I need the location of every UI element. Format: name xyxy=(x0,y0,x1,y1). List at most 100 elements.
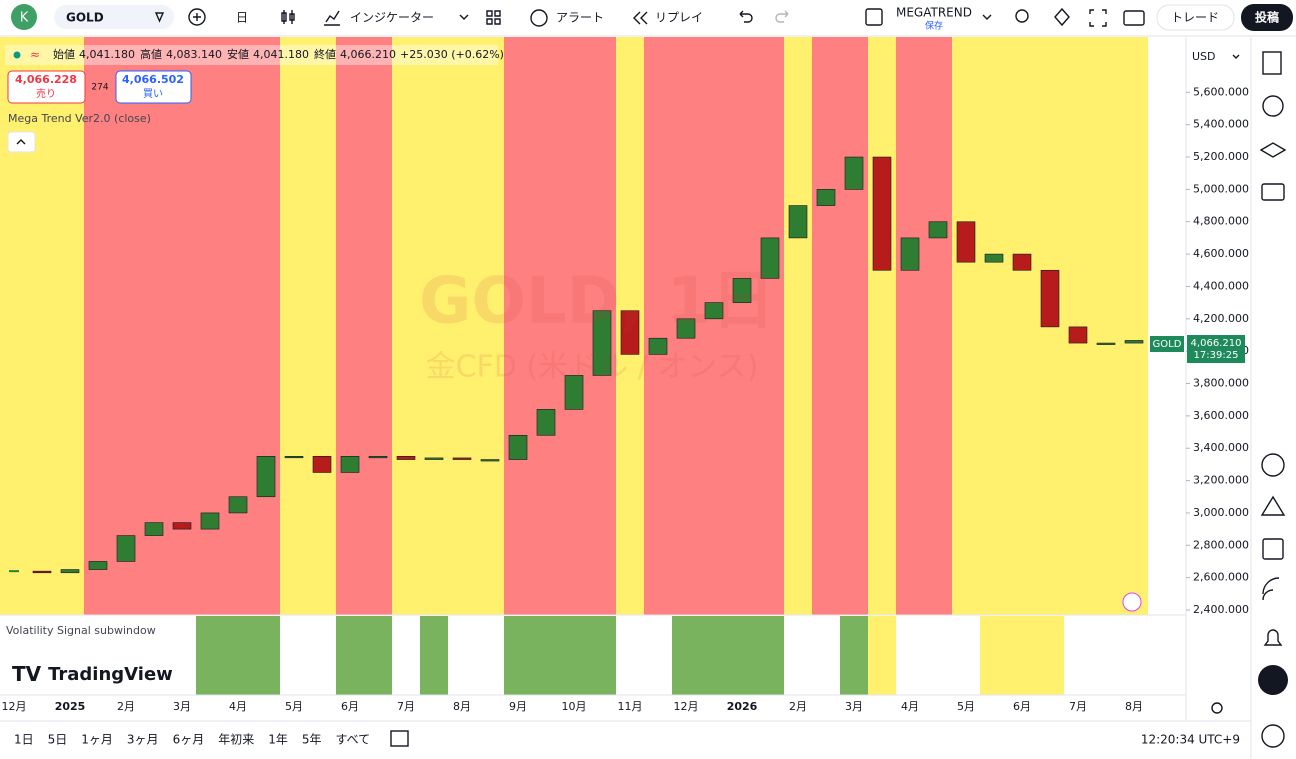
x-tick-label: 4月 xyxy=(901,700,919,713)
quick-search[interactable] xyxy=(1015,9,1029,23)
candle xyxy=(816,189,836,206)
volatility-signal xyxy=(840,616,868,695)
sell-button[interactable] xyxy=(7,70,86,104)
y-tick-label: 5,200.000 xyxy=(1193,150,1249,163)
candle xyxy=(1124,340,1144,344)
price-tag-time: 17:39:25 xyxy=(1194,350,1239,361)
redo[interactable] xyxy=(775,10,789,23)
news[interactable] xyxy=(1262,577,1280,601)
y-tick-label: 3,400.000 xyxy=(1193,441,1249,454)
interval[interactable]: 日 xyxy=(236,11,248,25)
candle xyxy=(116,535,136,562)
add-symbol[interactable] xyxy=(188,8,206,26)
candle xyxy=(508,434,528,460)
brand: 𝗧𝗩 TradingView xyxy=(12,662,173,686)
price-tag-value: 4,066.210 xyxy=(1191,338,1242,349)
signal-band xyxy=(140,37,168,615)
y-tick-label: 2,800.000 xyxy=(1193,538,1249,551)
signal-band xyxy=(504,37,532,615)
close-label: 終値 xyxy=(314,47,336,61)
x-tick-label: 6月 xyxy=(1013,700,1031,713)
alert[interactable]: アラート xyxy=(556,11,604,25)
x-tick-label: 12月 xyxy=(2,700,27,713)
trade-button[interactable] xyxy=(1156,4,1235,31)
signal-band xyxy=(532,37,560,615)
replay[interactable]: リプレイ xyxy=(655,11,703,25)
candle xyxy=(564,375,584,410)
snapshot[interactable] xyxy=(1123,10,1145,26)
signal-band xyxy=(308,37,336,615)
collapse-legend[interactable] xyxy=(7,131,36,153)
candle xyxy=(368,456,388,459)
avatar[interactable] xyxy=(11,4,37,30)
candle xyxy=(956,221,976,263)
currency[interactable]: USD xyxy=(1192,50,1216,63)
signal-band xyxy=(840,37,868,615)
low: 4,041.180 xyxy=(253,48,309,61)
y-tick-label: 4,400.000 xyxy=(1193,279,1249,292)
range-button[interactable]: すべて xyxy=(336,733,371,747)
undo[interactable] xyxy=(739,10,753,23)
more-menu[interactable] xyxy=(1258,665,1288,695)
object-tree[interactable] xyxy=(1259,142,1287,158)
x-tick-label: 5月 xyxy=(957,700,975,713)
buy-button[interactable] xyxy=(115,70,192,104)
signal-band xyxy=(112,37,140,615)
signal-band xyxy=(756,37,784,615)
screener[interactable] xyxy=(1261,453,1285,477)
signal-band xyxy=(168,37,196,615)
candle xyxy=(732,278,752,303)
range-button[interactable]: 1年 xyxy=(268,733,288,747)
alerts-panel[interactable] xyxy=(1262,95,1284,117)
templates[interactable] xyxy=(486,10,501,25)
candle xyxy=(200,512,220,530)
signal-band xyxy=(280,37,308,615)
y-tick-label: 5,400.000 xyxy=(1193,118,1249,131)
alert-bolt[interactable] xyxy=(1122,592,1142,612)
subwindow-name: Volatility Signal subwindow xyxy=(6,624,156,637)
indicators-icon xyxy=(324,10,340,26)
calendar[interactable] xyxy=(1262,538,1284,560)
signal-band xyxy=(700,37,728,615)
buy-price: 4,066.502 xyxy=(122,73,184,86)
alert-icon xyxy=(530,9,548,27)
volatility-signal xyxy=(868,616,896,695)
range-button[interactable]: 1日 xyxy=(14,733,34,747)
open-label: 始値 xyxy=(53,47,75,61)
candle xyxy=(284,456,304,459)
range-button[interactable]: 1ヶ月 xyxy=(81,733,113,747)
range-button[interactable]: 年初来 xyxy=(218,733,254,747)
range-button[interactable]: 5日 xyxy=(48,733,68,747)
goto-date[interactable] xyxy=(390,730,409,747)
low-label: 安値 xyxy=(227,47,249,61)
range-button[interactable]: 3ヶ月 xyxy=(127,733,159,747)
layout-icon[interactable] xyxy=(865,8,883,26)
volatility-signal xyxy=(1036,616,1064,695)
symbol-search[interactable] xyxy=(54,5,174,29)
signal-band xyxy=(644,37,672,615)
fullscreen[interactable] xyxy=(1089,9,1107,27)
range-button[interactable]: 5年 xyxy=(302,733,322,747)
notifications[interactable] xyxy=(1263,629,1283,646)
chats[interactable] xyxy=(1261,183,1285,201)
settings[interactable] xyxy=(1054,7,1070,27)
volatility-signal xyxy=(224,616,252,695)
toolbar xyxy=(0,0,1296,36)
spread: 274 xyxy=(91,83,108,93)
range-button[interactable]: 6ヶ月 xyxy=(173,733,205,747)
volatility-signal xyxy=(1008,616,1036,695)
layout-name[interactable]: MEGATREND xyxy=(896,6,972,20)
pine[interactable] xyxy=(1260,495,1286,516)
watchlist[interactable] xyxy=(1262,51,1282,75)
chart-type[interactable] xyxy=(281,10,295,24)
signal-band xyxy=(1064,37,1092,615)
publish-button[interactable] xyxy=(1241,4,1293,31)
candle xyxy=(676,318,696,339)
axis-settings[interactable] xyxy=(1211,702,1223,714)
indicators[interactable]: インジケーター xyxy=(350,11,434,25)
help[interactable] xyxy=(1261,724,1285,748)
candle xyxy=(844,156,864,190)
candle xyxy=(256,456,276,498)
sell-price: 4,066.228 xyxy=(15,73,77,86)
